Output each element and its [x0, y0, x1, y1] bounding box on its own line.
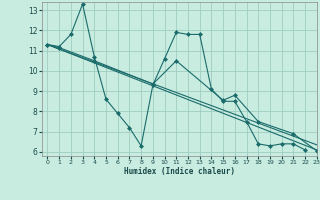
X-axis label: Humidex (Indice chaleur): Humidex (Indice chaleur)	[124, 167, 235, 176]
